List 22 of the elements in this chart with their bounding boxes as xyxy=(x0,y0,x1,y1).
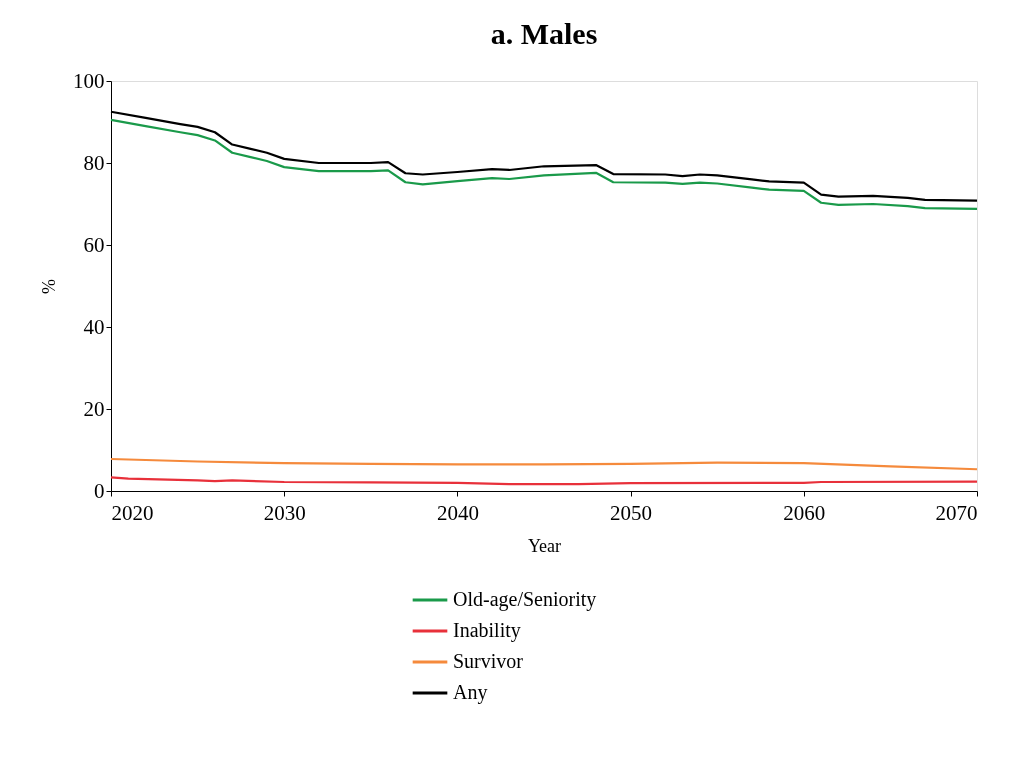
x-tick-label: 2040 xyxy=(436,500,479,525)
y-tick-label: 20 xyxy=(83,396,105,421)
legend-label: Inability xyxy=(453,619,521,642)
x-tick-label: 2050 xyxy=(610,500,653,525)
legend-label: Survivor xyxy=(453,650,524,672)
chart-title: a. Males xyxy=(490,17,598,50)
x-tick-label: 2070 xyxy=(935,500,978,525)
line-series xyxy=(109,476,979,486)
legend-label: Old-age/Seniority xyxy=(453,588,597,611)
line-series xyxy=(109,457,979,471)
x-tick-label: 2030 xyxy=(263,500,306,525)
y-tick-label: 60 xyxy=(83,232,105,257)
y-axis-title: % xyxy=(39,279,59,294)
y-tick-label: 80 xyxy=(83,150,105,175)
line-series xyxy=(109,118,979,211)
y-tick-label: 40 xyxy=(83,314,105,339)
y-tick-label: 100 xyxy=(73,68,105,93)
legend-label: Any xyxy=(453,681,488,704)
x-tick-label: 2020 xyxy=(111,500,154,525)
x-tick-label: 2060 xyxy=(783,500,826,525)
x-axis-title: Year xyxy=(527,535,562,556)
y-tick-label: 0 xyxy=(94,478,105,503)
